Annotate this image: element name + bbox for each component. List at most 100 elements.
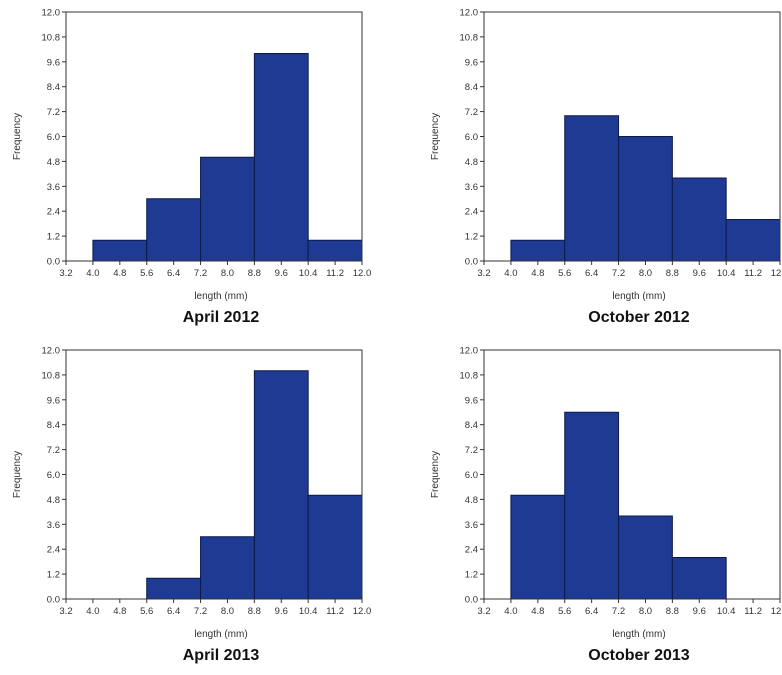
y-tick-label: 4.8	[465, 157, 478, 168]
y-tick-label: 2.4	[47, 207, 60, 218]
histogram-panel: 0.0 1.2 2.4 3.6 4.8 6.0 7.2 8.4 9.6 10.8 12.0 3.2 4.…	[0, 0, 391, 337]
y-tick-label: 10.8	[42, 370, 61, 381]
x-tick-label: 4.0	[86, 268, 99, 279]
y-axis-label: Frequency	[430, 451, 441, 498]
x-tick-label: 8.8	[248, 268, 261, 279]
y-tick-label: 2.4	[47, 545, 60, 556]
histogram-bar	[307, 494, 363, 600]
x-tick-label: 4.0	[504, 606, 517, 617]
y-tick-label: 0.0	[47, 595, 60, 606]
panel-title: October 2012	[588, 309, 689, 326]
x-tick-label: 6.4	[167, 606, 180, 617]
y-tick-label: 0.0	[465, 595, 478, 606]
x-tick-label: 8.8	[248, 606, 261, 617]
x-tick-label: 12.0	[771, 606, 782, 617]
x-tick-label: 5.6	[558, 268, 571, 279]
x-tick-label: 10.4	[299, 606, 318, 617]
histogram-svg: 0.0 1.2 2.4 3.6 4.8 6.0 7.2 8.4 9.6 10.8 12.0 3.2 4.…	[430, 346, 782, 665]
y-tick-label: 12.0	[460, 8, 479, 19]
histogram-bar	[671, 177, 727, 262]
y-tick-label: 6.0	[465, 470, 478, 481]
histogram-bar	[564, 411, 620, 600]
x-tick-label: 8.8	[666, 606, 679, 617]
y-tick-label: 7.2	[47, 107, 60, 118]
x-axis-label: length (mm)	[194, 629, 247, 640]
x-tick-label: 12.0	[353, 606, 372, 617]
y-tick-label: 0.0	[465, 257, 478, 268]
histogram-bar	[510, 239, 566, 262]
x-tick-label: 5.6	[140, 268, 153, 279]
y-axis-label: Frequency	[12, 113, 23, 160]
x-tick-label: 7.2	[194, 606, 207, 617]
panel-title: April 2013	[183, 647, 260, 664]
y-tick-label: 2.4	[465, 545, 478, 556]
histogram-panel: 0.0 1.2 2.4 3.6 4.8 6.0 7.2 8.4 9.6 10.8 12.0 3.2 4.…	[0, 338, 391, 675]
x-tick-label: 11.2	[326, 606, 344, 617]
histogram-bar	[253, 53, 309, 262]
x-tick-label: 8.0	[221, 268, 234, 279]
histogram-bar	[200, 156, 255, 262]
y-tick-label: 4.8	[47, 495, 60, 506]
histogram-bar	[200, 536, 255, 600]
x-tick-label: 3.2	[477, 268, 490, 279]
x-tick-label: 4.0	[504, 268, 517, 279]
x-tick-label: 8.0	[639, 606, 652, 617]
y-tick-label: 7.2	[465, 445, 478, 456]
panel-title: April 2012	[183, 309, 260, 326]
y-tick-label: 10.8	[460, 32, 479, 43]
y-axis-label: Frequency	[430, 113, 441, 160]
histogram-bar	[564, 115, 620, 262]
x-axis-label: length (mm)	[612, 291, 665, 302]
y-tick-label: 4.8	[465, 495, 478, 506]
x-tick-label: 9.6	[693, 606, 706, 617]
y-tick-label: 0.0	[47, 257, 60, 268]
x-tick-label: 11.2	[744, 268, 762, 279]
y-axis-label: Frequency	[12, 451, 23, 498]
y-tick-label: 12.0	[42, 346, 61, 357]
y-tick-label: 3.6	[465, 182, 478, 193]
y-tick-label: 9.6	[465, 57, 478, 68]
y-tick-label: 7.2	[465, 107, 478, 118]
histogram-bar	[671, 557, 727, 600]
y-tick-label: 1.2	[465, 570, 478, 581]
x-tick-label: 4.8	[531, 606, 544, 617]
x-tick-label: 9.6	[693, 268, 706, 279]
x-tick-label: 8.8	[666, 268, 679, 279]
x-tick-label: 10.4	[717, 606, 736, 617]
y-tick-label: 12.0	[42, 8, 61, 19]
x-tick-label: 6.4	[585, 606, 598, 617]
x-tick-label: 6.4	[585, 268, 598, 279]
y-tick-label: 1.2	[465, 232, 478, 243]
histogram-panel: 0.0 1.2 2.4 3.6 4.8 6.0 7.2 8.4 9.6 10.8 12.0 3.2 4.…	[418, 338, 782, 675]
x-tick-label: 4.8	[531, 268, 544, 279]
histogram-bar	[307, 239, 363, 262]
y-tick-label: 8.4	[465, 82, 478, 93]
histogram-bar	[253, 370, 309, 600]
y-tick-label: 6.0	[465, 132, 478, 143]
x-tick-label: 3.2	[477, 606, 490, 617]
histogram-bar	[618, 515, 673, 600]
histogram-svg: 0.0 1.2 2.4 3.6 4.8 6.0 7.2 8.4 9.6 10.8 12.0 3.2 4.…	[12, 8, 371, 327]
histogram-bar	[146, 577, 202, 600]
histogram-bar	[510, 494, 566, 600]
x-tick-label: 7.2	[612, 268, 625, 279]
y-tick-label: 12.0	[460, 346, 479, 357]
y-tick-label: 9.6	[47, 57, 60, 68]
x-tick-label: 7.2	[612, 606, 625, 617]
x-tick-label: 4.8	[113, 268, 126, 279]
histogram-bar	[92, 239, 148, 262]
x-tick-label: 3.2	[59, 606, 72, 617]
histogram-bar	[618, 136, 673, 262]
histogram-panel: 0.0 1.2 2.4 3.6 4.8 6.0 7.2 8.4 9.6 10.8 12.0 3.2 4.…	[418, 0, 782, 337]
y-tick-label: 7.2	[47, 445, 60, 456]
y-tick-label: 6.0	[47, 132, 60, 143]
x-tick-label: 11.2	[744, 606, 762, 617]
y-tick-label: 8.4	[465, 420, 478, 431]
y-tick-label: 1.2	[47, 570, 60, 581]
y-tick-label: 9.6	[465, 395, 478, 406]
y-tick-label: 1.2	[47, 232, 60, 243]
x-tick-label: 10.4	[299, 268, 318, 279]
y-tick-label: 4.8	[47, 157, 60, 168]
x-tick-label: 8.0	[221, 606, 234, 617]
x-tick-label: 8.0	[639, 268, 652, 279]
